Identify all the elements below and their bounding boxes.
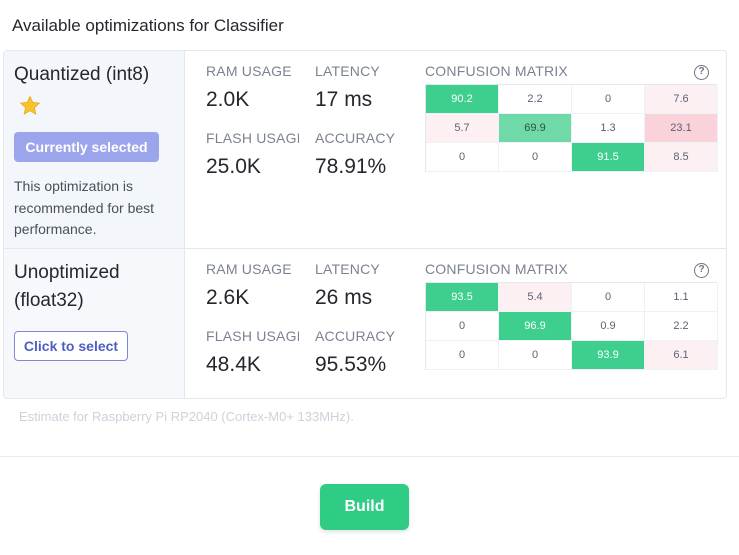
flash-usage-label: FLASH USAGE — [206, 130, 299, 146]
matrix-cell: 90.2 — [426, 85, 499, 114]
matrix-cell: 0 — [426, 312, 499, 341]
optimization-name: Unoptimized (float32) — [14, 262, 120, 311]
matrix-cell: 8.5 — [645, 143, 718, 172]
confusion-matrix-label: CONFUSION MATRIX — [425, 261, 568, 277]
ram-usage-value: 2.6K — [206, 286, 250, 309]
accuracy-value: 95.53% — [315, 353, 387, 376]
optimization-info: Unoptimized (float32) Click to select — [4, 249, 185, 398]
matrix-cell: 2.2 — [645, 312, 718, 341]
matrix-cell: 1.1 — [645, 283, 718, 312]
matrix-cell: 0 — [572, 85, 645, 114]
matrix-cell: 5.4 — [499, 283, 572, 312]
latency-label: LATENCY — [315, 63, 380, 79]
matrix-cell: 96.9 — [499, 312, 572, 341]
matrix-cell: 93.5 — [426, 283, 499, 312]
optimization-info: Quantized (int8) Currently selected This… — [4, 51, 185, 248]
recommendation-text: This optimization is recommended for bes… — [14, 178, 155, 237]
help-icon[interactable]: ? — [694, 65, 709, 80]
matrix-cell: 6.1 — [645, 341, 718, 370]
matrix-cell: 0 — [499, 341, 572, 370]
matrix-cell: 0 — [426, 143, 499, 172]
matrix-cell: 23.1 — [645, 114, 718, 143]
divider — [0, 456, 739, 457]
accuracy-value: 78.91% — [315, 155, 387, 178]
confusion-matrix: 93.5 5.4 0 1.1 0 96.9 0.9 2.2 0 0 93.9 6… — [425, 282, 718, 370]
matrix-cell: 69.9 — [499, 114, 572, 143]
matrix-cell: 2.2 — [499, 85, 572, 114]
ram-usage-label: RAM USAGE — [206, 261, 292, 277]
matrix-cell: 91.5 — [572, 143, 645, 172]
star-icon — [19, 95, 41, 115]
accuracy-label: ACCURACY — [315, 328, 396, 344]
currently-selected-button[interactable]: Currently selected — [14, 132, 159, 162]
matrix-cell: 93.9 — [572, 341, 645, 370]
optimization-row-quantized: Quantized (int8) Currently selected This… — [4, 51, 726, 249]
build-button[interactable]: Build — [320, 484, 409, 530]
matrix-cell: 1.3 — [572, 114, 645, 143]
latency-value: 26 ms — [315, 286, 373, 309]
page-title: Available optimizations for Classifier — [12, 16, 284, 35]
matrix-cell: 0 — [499, 143, 572, 172]
help-icon[interactable]: ? — [694, 263, 709, 278]
matrix-cell: 5.7 — [426, 114, 499, 143]
matrix-cell: 0.9 — [572, 312, 645, 341]
flash-usage-label: FLASH USAGE — [206, 328, 299, 344]
ram-usage-value: 2.0K — [206, 88, 250, 111]
optimization-name: Quantized (int8) — [14, 64, 150, 85]
matrix-cell: 7.6 — [645, 85, 718, 114]
latency-value: 17 ms — [315, 88, 373, 111]
matrix-cell: 0 — [426, 341, 499, 370]
latency-label: LATENCY — [315, 261, 380, 277]
matrix-cell: 0 — [572, 283, 645, 312]
ram-usage-label: RAM USAGE — [206, 63, 292, 79]
optimization-row-unoptimized: Unoptimized (float32) Click to select RA… — [4, 249, 726, 398]
click-to-select-button[interactable]: Click to select — [14, 331, 128, 361]
optimizations-panel: Quantized (int8) Currently selected This… — [3, 50, 727, 399]
flash-usage-value: 48.4K — [206, 353, 261, 376]
accuracy-label: ACCURACY — [315, 130, 396, 146]
estimate-note: Estimate for Raspberry Pi RP2040 (Cortex… — [19, 409, 354, 424]
confusion-matrix-label: CONFUSION MATRIX — [425, 63, 568, 79]
confusion-matrix: 90.2 2.2 0 7.6 5.7 69.9 1.3 23.1 0 0 91.… — [425, 84, 718, 172]
flash-usage-value: 25.0K — [206, 155, 261, 178]
